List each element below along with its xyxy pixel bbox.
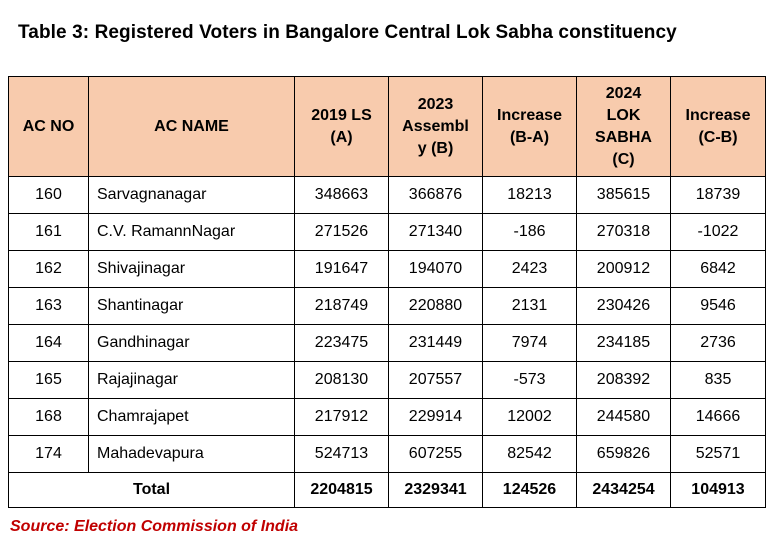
cell-ac-name: C.V. RamannNagar: [88, 213, 295, 251]
table-row: 161 C.V. RamannNagar 271526 271340 -186 27031…: [8, 213, 766, 251]
cell-increase-b-a: -186: [482, 213, 577, 251]
header-2024-lok-sabha: 2024 LOK SABHA (C): [576, 76, 671, 177]
cell-2023-assembly: 229914: [388, 398, 483, 436]
table-row: 162 Shivajinagar 191647 194070 2423 200912 684…: [8, 250, 766, 288]
cell-ac-name: Mahadevapura: [88, 435, 295, 473]
cell-2024-lok-sabha: 208392: [576, 361, 671, 399]
cell-increase-c-b: -1022: [670, 213, 766, 251]
header-ac-name: AC NAME: [88, 76, 295, 177]
header-increase-c-b: Increase (C-B): [670, 76, 766, 177]
cell-2024-lok-sabha: 230426: [576, 287, 671, 325]
header-line: SABHA: [595, 128, 652, 146]
cell-2019-ls: 524713: [294, 435, 389, 473]
cell-ac-name: Chamrajapet: [88, 398, 295, 436]
header-line: AC NAME: [154, 117, 229, 135]
total-2019-ls: 2204815: [294, 472, 389, 508]
total-2024-lok-sabha: 2434254: [576, 472, 671, 508]
cell-2024-lok-sabha: 270318: [576, 213, 671, 251]
cell-2024-lok-sabha: 200912: [576, 250, 671, 288]
header-line: y (B): [417, 139, 454, 157]
cell-increase-b-a: -573: [482, 361, 577, 399]
header-line: 2019 LS: [311, 106, 372, 124]
header-line: Increase: [497, 106, 562, 124]
table-row: 168 Chamrajapet 217912 229914 12002 244580 146…: [8, 398, 766, 436]
cell-2023-assembly: 366876: [388, 176, 483, 214]
cell-increase-b-a: 2423: [482, 250, 577, 288]
table-title: Table 3: Registered Voters in Bangalore …: [18, 22, 677, 43]
header-line: Assembl: [402, 117, 469, 135]
header-line: 2023: [417, 95, 454, 113]
cell-2019-ls: 191647: [294, 250, 389, 288]
cell-2019-ls: 348663: [294, 176, 389, 214]
total-row: Total 2204815 2329341 124526 2434254 104…: [8, 472, 766, 508]
table-row: 160 Sarvagnanagar 348663 366876 18213 385615 1…: [8, 176, 766, 214]
table-row: 163 Shantinagar 218749 220880 2131 230426 9546: [8, 287, 766, 325]
cell-increase-c-b: 14666: [670, 398, 766, 436]
cell-increase-c-b: 6842: [670, 250, 766, 288]
header-line: (C-B): [698, 128, 738, 146]
cell-increase-c-b: 18739: [670, 176, 766, 214]
header-ac-no: AC NO: [8, 76, 89, 177]
header-row: AC NO AC NAME 2019 LS (A) 2023 Assembl y…: [8, 76, 766, 177]
total-increase-b-a: 124526: [482, 472, 577, 508]
cell-ac-no: 165: [8, 361, 89, 399]
cell-2024-lok-sabha: 385615: [576, 176, 671, 214]
cell-ac-no: 163: [8, 287, 89, 325]
header-2023-assembly: 2023 Assembl y (B): [388, 76, 483, 177]
header-line: (C): [612, 150, 635, 168]
cell-increase-b-a: 12002: [482, 398, 577, 436]
header-2019-ls: 2019 LS (A): [294, 76, 389, 177]
cell-ac-no: 174: [8, 435, 89, 473]
cell-increase-b-a: 82542: [482, 435, 577, 473]
cell-ac-no: 161: [8, 213, 89, 251]
cell-2023-assembly: 271340: [388, 213, 483, 251]
total-2023-assembly: 2329341: [388, 472, 483, 508]
voters-table: AC NO AC NAME 2019 LS (A) 2023 Assembl y…: [8, 76, 766, 508]
cell-2023-assembly: 207557: [388, 361, 483, 399]
header-line: (A): [330, 128, 353, 146]
cell-ac-name: Rajajinagar: [88, 361, 295, 399]
cell-2019-ls: 271526: [294, 213, 389, 251]
cell-2024-lok-sabha: 244580: [576, 398, 671, 436]
header-line: Increase: [685, 106, 751, 124]
cell-increase-c-b: 835: [670, 361, 766, 399]
cell-2019-ls: 217912: [294, 398, 389, 436]
cell-2023-assembly: 220880: [388, 287, 483, 325]
cell-increase-c-b: 9546: [670, 287, 766, 325]
cell-ac-no: 162: [8, 250, 89, 288]
cell-ac-no: 160: [8, 176, 89, 214]
cell-2024-lok-sabha: 234185: [576, 324, 671, 362]
cell-ac-name: Shivajinagar: [88, 250, 295, 288]
cell-increase-c-b: 2736: [670, 324, 766, 362]
cell-increase-b-a: 7974: [482, 324, 577, 362]
header-line: AC NO: [22, 117, 75, 135]
cell-2019-ls: 223475: [294, 324, 389, 362]
header-increase-b-a: Increase (B-A): [482, 76, 577, 177]
cell-increase-c-b: 52571: [670, 435, 766, 473]
cell-ac-name: Shantinagar: [88, 287, 295, 325]
cell-increase-b-a: 18213: [482, 176, 577, 214]
cell-2023-assembly: 607255: [388, 435, 483, 473]
table-row: 164 Gandhinagar 223475 231449 7974 234185 2736: [8, 324, 766, 362]
header-line: LOK: [606, 106, 641, 124]
header-line: 2024: [605, 84, 642, 102]
cell-2019-ls: 208130: [294, 361, 389, 399]
total-label: Total: [8, 472, 295, 508]
cell-ac-no: 164: [8, 324, 89, 362]
header-line: (B-A): [509, 128, 550, 146]
cell-ac-name: Sarvagnanagar: [88, 176, 295, 214]
cell-2019-ls: 218749: [294, 287, 389, 325]
table-row: 174 Mahadevapura 524713 607255 82542 659826 52…: [8, 435, 766, 473]
total-increase-c-b: 104913: [670, 472, 766, 508]
source-note: Source: Election Commission of India: [10, 518, 299, 535]
cell-ac-name: Gandhinagar: [88, 324, 295, 362]
cell-2023-assembly: 194070: [388, 250, 483, 288]
table-row: 165 Rajajinagar 208130 207557 -573 208392 835: [8, 361, 766, 399]
cell-2024-lok-sabha: 659826: [576, 435, 671, 473]
cell-ac-no: 168: [8, 398, 89, 436]
cell-2023-assembly: 231449: [388, 324, 483, 362]
cell-increase-b-a: 2131: [482, 287, 577, 325]
